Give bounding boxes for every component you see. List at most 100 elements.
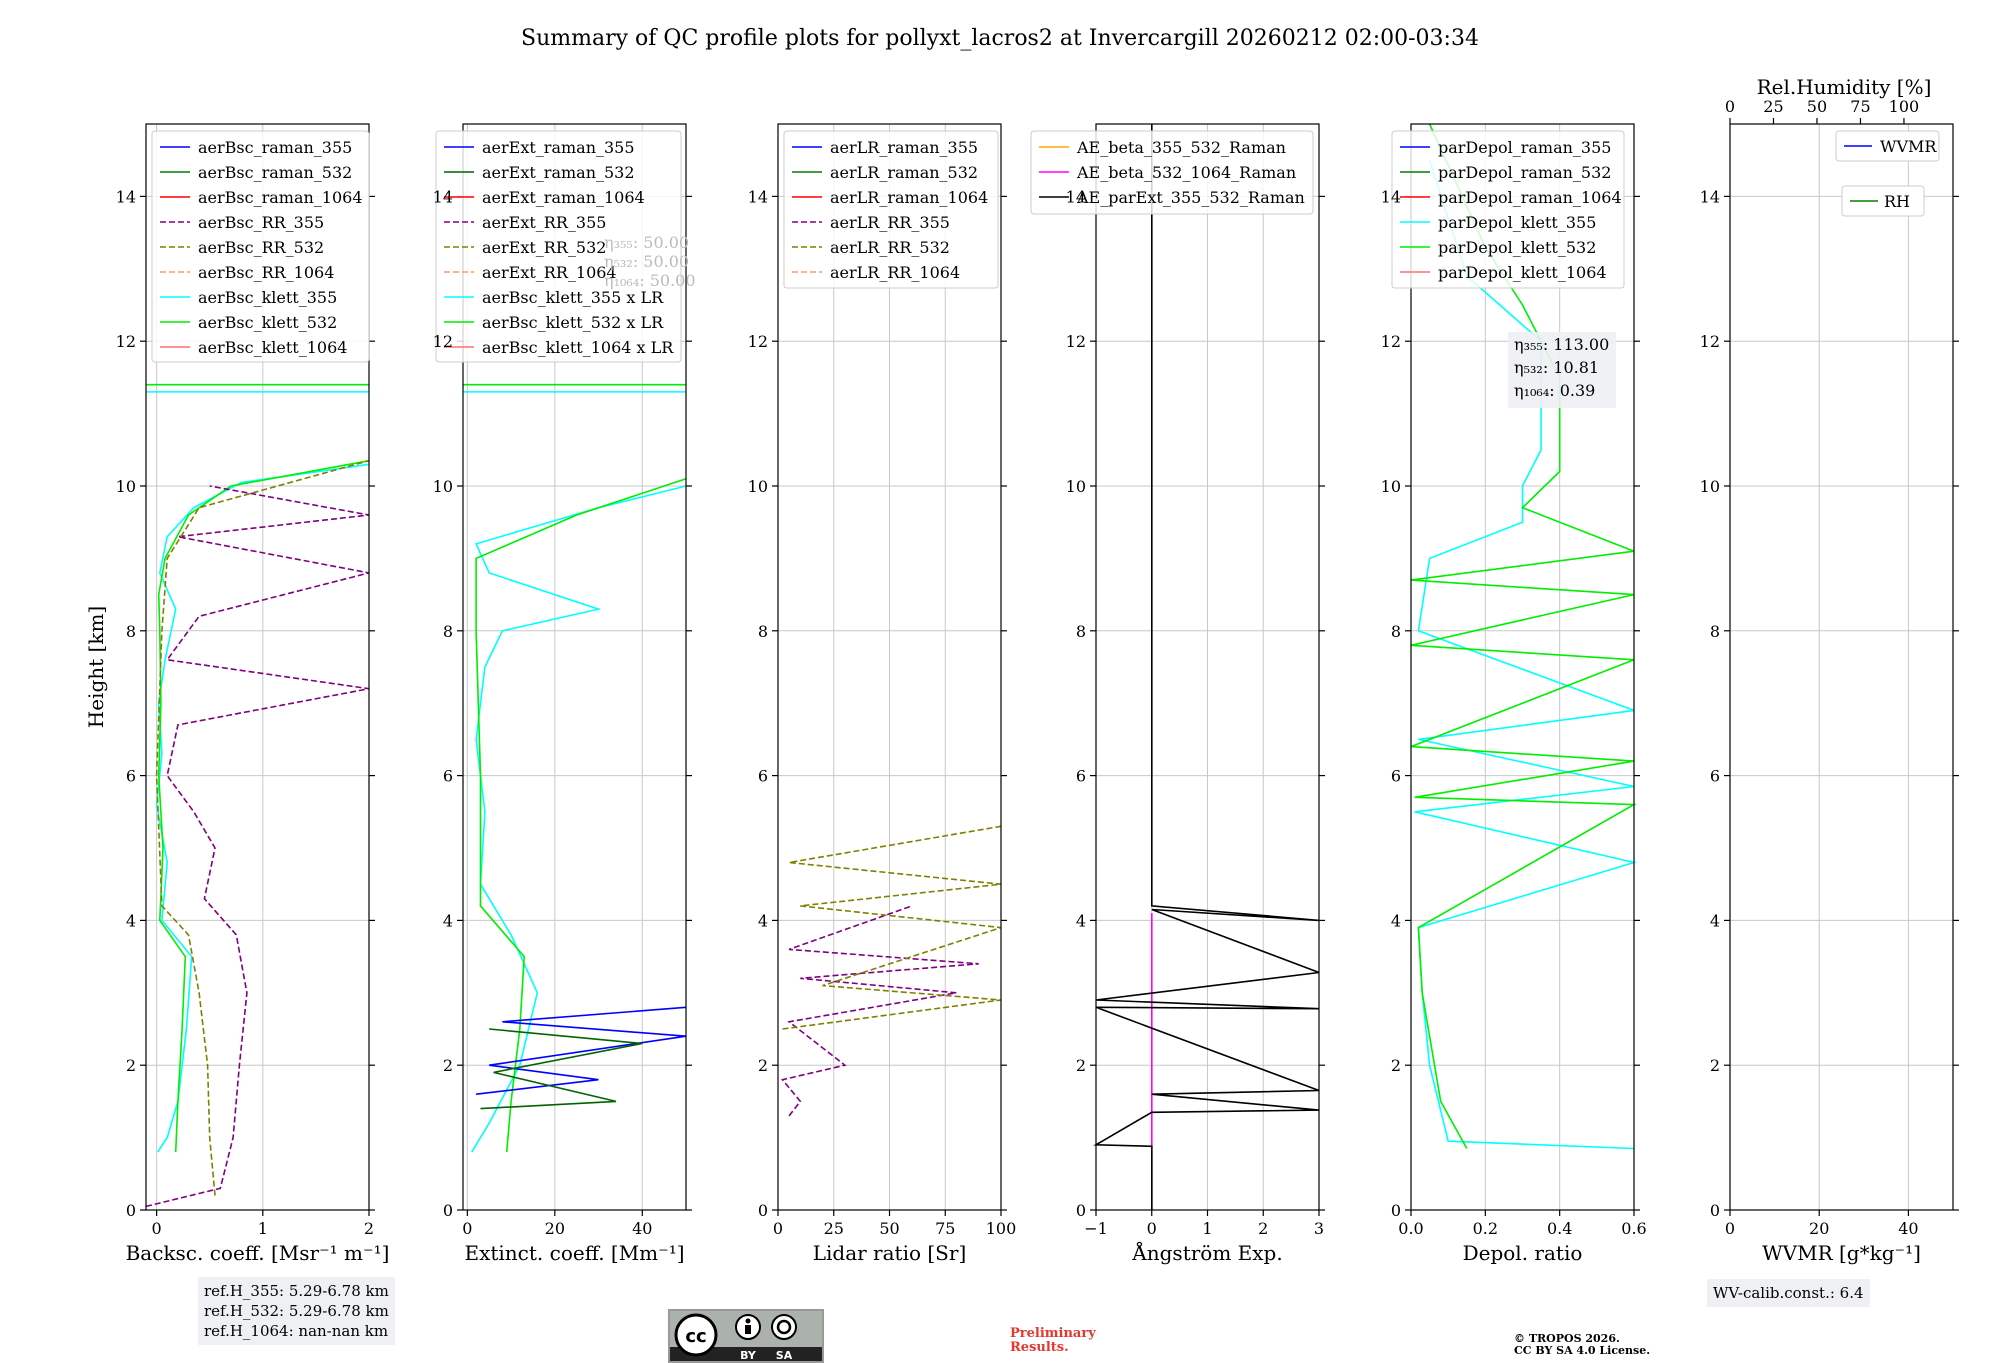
legend-label: WVMR (1880, 137, 1937, 156)
x-tick-label: 0.0 (1398, 1219, 1423, 1238)
panel-depol (1391, 123, 1640, 1216)
y-tick-label: 14 (116, 187, 136, 206)
legend-label: aerLR_raman_1064 (830, 188, 988, 207)
legend-label: aerBsc_klett_1064 x LR (482, 338, 674, 357)
x-tick-label: 75 (935, 1219, 955, 1238)
preliminary-line-1: Preliminary (1010, 1326, 1096, 1341)
wv-legends (1835, 130, 1940, 217)
legend-label: AE_beta_355_532_Raman (1076, 138, 1286, 157)
legend-label: parDepol_klett_532 (1438, 238, 1596, 257)
ref-height-1064: ref.H_1064: nan-nan km (204, 1322, 389, 1340)
legend-label: aerLR_raman_355 (830, 138, 978, 157)
legend-label: aerBsc_RR_532 (198, 238, 324, 257)
y-tick-label: 4 (1076, 911, 1086, 930)
y-tick-label: 8 (758, 622, 768, 641)
y-tick-label: 14 (1700, 187, 1720, 206)
x-tick-label: 3 (1314, 1219, 1324, 1238)
y-tick-label: 10 (116, 477, 136, 496)
x-tick-label: 0 (1147, 1219, 1157, 1238)
x-tick-label: 0 (1725, 1219, 1735, 1238)
axes-frame (1410, 123, 1635, 1211)
y-tick-label: 2 (1391, 1056, 1401, 1075)
legend-label: aerBsc_klett_1064 (198, 338, 347, 357)
x-tick-label: 25 (824, 1219, 844, 1238)
y-tick-label: 2 (1710, 1056, 1720, 1075)
preliminary-line-2: Results. (1010, 1340, 1069, 1355)
x-tick-label: 100 (986, 1219, 1017, 1238)
legend-label: aerExt_RR_355 (482, 213, 606, 232)
axes-frame (145, 123, 370, 1211)
y-tick-label: 6 (1391, 767, 1401, 786)
legend-box (435, 130, 682, 363)
y-tick-label: 10 (1700, 477, 1720, 496)
legend-label: AE_parExt_355_532_Raman (1076, 188, 1305, 207)
legend-label: AE_beta_532_1064_Raman (1076, 163, 1296, 182)
svg-text:SA: SA (776, 1349, 793, 1361)
legend-box (1841, 185, 1925, 217)
svg-text:cc: cc (685, 1326, 706, 1347)
legend-label: parDepol_raman_1064 (1438, 188, 1622, 207)
top-x-axis-label: Rel.Humidity [%] (1757, 75, 1932, 99)
axes-frame (462, 123, 687, 1211)
x-axis-label: Extinct. coeff. [Mm⁻¹] (464, 1241, 684, 1265)
preliminary-note: Preliminary Results. (1010, 1327, 1096, 1355)
annotation-line: η₅₃₂: 10.81 (1514, 358, 1599, 377)
legend-box (783, 130, 999, 289)
legend-label: parDepol_raman_532 (1438, 163, 1611, 182)
x-tick-label: 1 (1202, 1219, 1212, 1238)
x-tick-label: 0 (462, 1219, 472, 1238)
legend-box (1030, 130, 1314, 215)
legend-label: parDepol_raman_355 (1438, 138, 1611, 157)
x-axis-label: WVMR [g*kg⁻¹] (1762, 1241, 1921, 1265)
x-axis-label: Lidar ratio [Sr] (813, 1241, 967, 1265)
y-tick-label: 2 (126, 1056, 136, 1075)
y-tick-label: 4 (126, 911, 136, 930)
x-tick-label: 40 (1898, 1219, 1918, 1238)
y-tick-label: 4 (1710, 911, 1720, 930)
y-tick-label: 12 (748, 332, 768, 351)
faded-annotation-line: η₃₅₅: 50.00 (604, 233, 689, 252)
y-tick-label: 4 (758, 911, 768, 930)
wv-calibration-box: WV-calib.const.: 6.4 (1707, 1279, 1870, 1307)
legend-box (1835, 130, 1940, 162)
series-line-parDepol_klett_355 (1414, 159, 1638, 1150)
series-line-aerBsc_RR_355 (145, 485, 370, 1208)
y-tick-label: 0 (126, 1201, 136, 1220)
faded-annotation-line: η₁₀₆₄: 50.00 (604, 271, 696, 290)
legend-label: aerBsc_klett_532 (198, 313, 337, 332)
y-tick-label: 14 (1066, 187, 1086, 206)
y-tick-label: 2 (443, 1056, 453, 1075)
y-tick-label: 0 (1710, 1201, 1720, 1220)
y-tick-label: 8 (1710, 622, 1720, 641)
series-line-aerBsc_klett_355 (155, 463, 370, 1153)
legend-label: aerExt_raman_355 (482, 138, 635, 157)
legend-label: aerBsc_klett_355 x LR (482, 288, 664, 307)
cc-license-badge: cc BY SA (668, 1309, 824, 1363)
wv-calibration-text: WV-calib.const.: 6.4 (1713, 1284, 1864, 1302)
y-tick-label: 0 (1391, 1201, 1401, 1220)
y-tick-label: 14 (433, 187, 453, 206)
legend-label: aerBsc_RR_1064 (198, 263, 334, 282)
y-tick-label: 14 (748, 187, 768, 206)
y-tick-label: 10 (1381, 477, 1401, 496)
x-tick-label: −1 (1084, 1219, 1108, 1238)
x-tick-label: 2 (1258, 1219, 1268, 1238)
depol-annotation (1508, 332, 1616, 408)
faded-annotation-line: η₅₃₂: 50.00 (604, 252, 689, 271)
legend-label: parDepol_klett_1064 (1438, 263, 1607, 282)
legend-label: aerBsc_raman_1064 (198, 188, 363, 207)
series-line-aerLR_RR_355 (781, 905, 979, 1117)
y-tick-label: 4 (443, 911, 453, 930)
annotation-line: η₃₅₅: 113.00 (1514, 335, 1609, 354)
legend-box (151, 130, 370, 363)
y-tick-label: 10 (748, 477, 768, 496)
svg-text:BY: BY (740, 1349, 757, 1361)
sa-icon (771, 1314, 797, 1340)
x-tick-label: 2 (364, 1219, 374, 1238)
x-tick-label: 20 (1809, 1219, 1829, 1238)
chart-title: Summary of QC profile plots for pollyxt_… (521, 26, 1479, 51)
legend-label: parDepol_klett_355 (1438, 213, 1596, 232)
annotation-line: η₁₀₆₄: 0.39 (1514, 381, 1595, 400)
y-tick-label: 6 (443, 767, 453, 786)
